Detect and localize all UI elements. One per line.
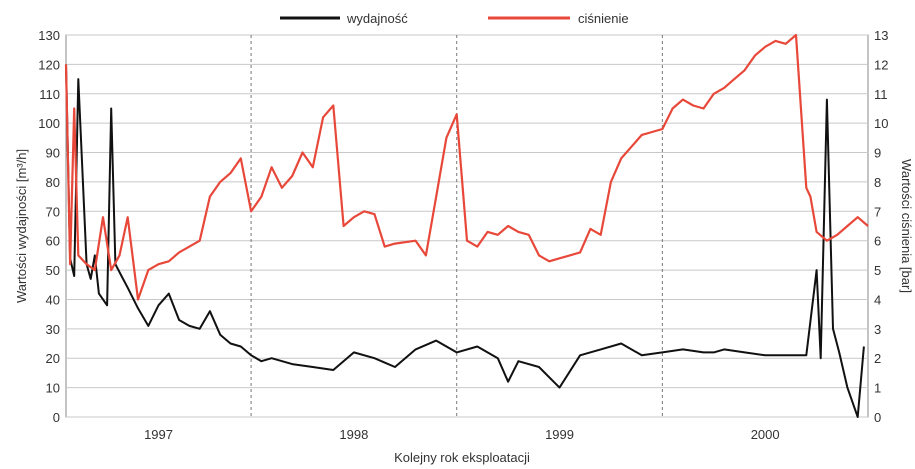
x-axis-title: Kolejny rok eksploatacji <box>394 450 530 465</box>
left-tick-label: 110 <box>39 87 60 102</box>
year-label: 2000 <box>751 427 780 442</box>
right-tick-label: 1 <box>874 381 881 396</box>
x-axis-year-labels: 1997 1998 1999 2000 <box>144 427 780 442</box>
legend: wydajność ciśnienie <box>280 11 629 26</box>
legend-label-wydajnosc: wydajność <box>346 11 408 26</box>
year-label: 1997 <box>144 427 173 442</box>
left-tick-label: 60 <box>46 234 60 249</box>
right-tick-label: 5 <box>874 263 881 278</box>
right-tick-label: 2 <box>874 351 881 366</box>
right-tick-label: 7 <box>874 204 881 219</box>
left-tick-label: 70 <box>46 204 60 219</box>
y-axis-title-right: Wartości ciśnienia [bar] <box>899 159 914 293</box>
series-layer <box>64 33 869 418</box>
y-axis-title-left: Wartości wydajności [m³/h] <box>14 149 29 303</box>
left-tick-label: 120 <box>38 57 60 72</box>
left-tick-label: 40 <box>46 292 60 307</box>
left-tick-label: 100 <box>38 116 60 131</box>
left-tick-label: 30 <box>46 322 60 337</box>
year-label: 1998 <box>339 427 368 442</box>
right-tick-label: 11 <box>874 87 888 102</box>
left-tick-label: 130 <box>38 28 60 43</box>
right-tick-label: 4 <box>874 292 881 307</box>
left-tick-label: 0 <box>53 410 60 425</box>
left-tick-label: 10 <box>46 381 60 396</box>
left-tick-label: 50 <box>46 263 60 278</box>
left-tick-label: 20 <box>46 351 60 366</box>
year-label: 1999 <box>545 427 574 442</box>
series-line-wydajnosc <box>65 64 865 418</box>
plot-area <box>64 33 869 418</box>
series-line-cisnienie <box>64 33 869 301</box>
right-tick-label: 6 <box>874 234 881 249</box>
left-tick-label: 80 <box>46 175 60 190</box>
right-tick-label: 10 <box>874 116 888 131</box>
legend-label-cisnienie: ciśnienie <box>578 11 629 26</box>
right-tick-label: 0 <box>874 410 881 425</box>
right-tick-label: 12 <box>874 57 888 72</box>
left-axis-ticks: 0 10 20 30 40 50 60 70 80 90 100 110 120 130 <box>38 28 60 425</box>
right-tick-label: 3 <box>874 322 881 337</box>
right-tick-label: 13 <box>874 28 888 43</box>
right-tick-label: 9 <box>874 146 881 161</box>
plot-frame <box>65 34 869 418</box>
left-tick-label: 90 <box>46 146 60 161</box>
right-tick-label: 8 <box>874 175 881 190</box>
